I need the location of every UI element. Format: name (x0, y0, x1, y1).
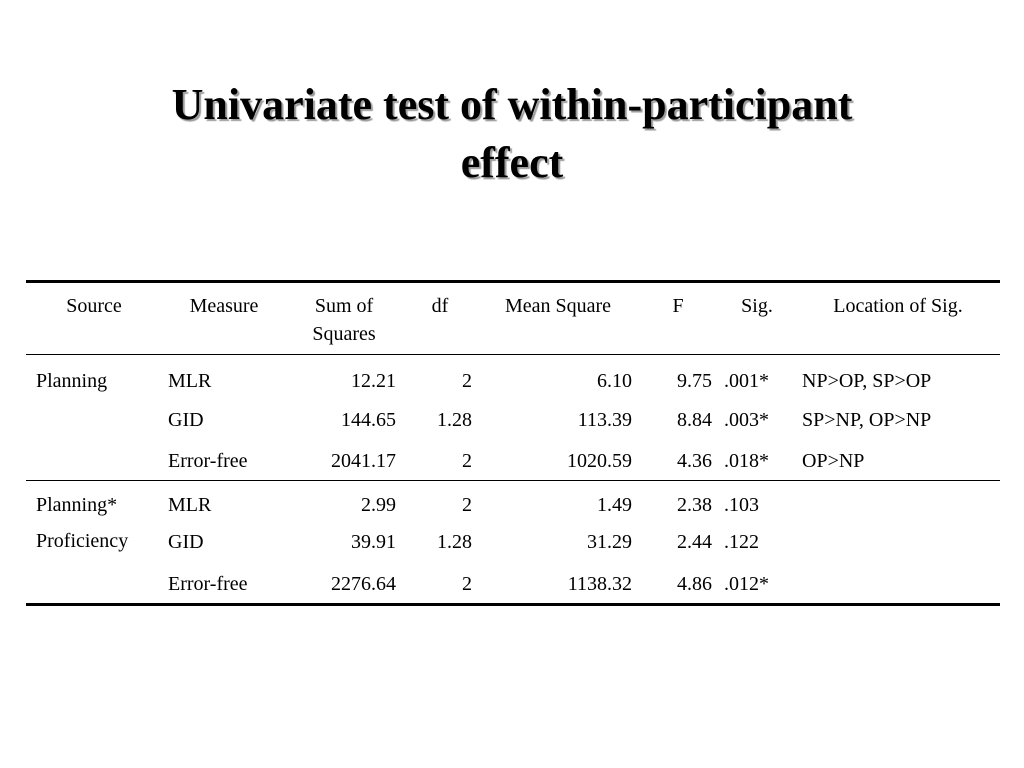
source-line-1: Planning* (36, 494, 118, 516)
f-cell: 2.38 (677, 494, 712, 516)
f-cell: 2.44 (677, 531, 712, 553)
measure-cell: MLR (168, 370, 212, 392)
ss-cell: 39.91 (351, 531, 396, 553)
f-cell: 4.36 (677, 450, 712, 472)
df-cell: 2 (462, 494, 472, 516)
ms-cell: 31.29 (587, 531, 632, 553)
table-row: Error-free 2041.17 2 1020.59 4.36 .018* … (26, 434, 1000, 481)
measure-cell: GID (168, 409, 204, 431)
anova-table: Source Measure Sum of Squares df Mean Sq… (26, 280, 1000, 606)
location-cell: SP>NP, OP>NP (802, 409, 932, 431)
ms-cell: 1138.32 (567, 573, 632, 595)
source-line-2: Proficiency (36, 530, 129, 552)
location-cell: OP>NP (802, 450, 865, 472)
measure-cell: MLR (168, 494, 212, 516)
source-cell: Planning (36, 370, 108, 392)
ms-cell: 6.10 (597, 370, 632, 392)
table-row: GID 39.91 1.28 31.29 2.44 .122 (26, 519, 1000, 556)
location-cell (796, 481, 1000, 520)
measure-cell: Error-free (168, 573, 248, 595)
f-cell: 4.86 (677, 573, 712, 595)
measure-cell: Error-free (168, 450, 248, 472)
header-source: Source (66, 295, 122, 317)
ss-cell: 2.99 (361, 494, 396, 516)
ss-cell: 2041.17 (331, 450, 396, 472)
f-cell: 8.84 (677, 409, 712, 431)
ss-cell: 144.65 (341, 409, 396, 431)
title-line-2: effect (460, 138, 564, 187)
header-df: df (431, 295, 449, 317)
measure-cell: GID (168, 531, 204, 553)
location-cell (796, 519, 1000, 556)
ss-cell: 12.21 (351, 370, 396, 392)
table-row: GID 144.65 1.28 113.39 8.84 .003* SP>NP,… (26, 395, 1000, 434)
title-line-1: Univariate test of within-participant (171, 80, 853, 129)
sig-cell: .103 (724, 494, 759, 516)
sig-cell: .018* (724, 450, 769, 472)
sig-cell: .001* (724, 370, 769, 392)
location-cell: NP>OP, SP>OP (802, 370, 932, 392)
df-cell: 2 (462, 573, 472, 595)
table-row: Planning* Proficiency MLR 2.99 2 1.49 2.… (26, 481, 1000, 552)
header-measure: Measure (189, 295, 259, 317)
df-cell: 1.28 (437, 409, 472, 431)
sig-cell: .012* (724, 573, 769, 595)
header-mean-square: Mean Square (504, 295, 612, 317)
table-row: Error-free 2276.64 2 1138.32 4.86 .012* (26, 556, 1000, 605)
df-cell: 2 (462, 370, 472, 392)
header-f: F (672, 295, 684, 317)
df-cell: 1.28 (437, 531, 472, 553)
location-cell (796, 556, 1000, 605)
page-title: Univariate test of within-participant ef… (0, 76, 1024, 192)
ms-cell: 113.39 (577, 409, 632, 431)
df-cell: 2 (462, 450, 472, 472)
sig-cell: .003* (724, 409, 769, 431)
source-cell: Planning* Proficiency (26, 481, 162, 605)
header-location-of-sig: Location of Sig. (833, 295, 963, 317)
sig-cell: .122 (724, 531, 759, 553)
table-row: Planning MLR 12.21 2 6.10 9.75 .001* NP>… (26, 355, 1000, 396)
table-header-row: Source Measure Sum of Squares df Mean Sq… (26, 281, 1000, 355)
ms-cell: 1.49 (597, 494, 632, 516)
header-sig: Sig. (741, 295, 773, 317)
ms-cell: 1020.59 (567, 450, 632, 472)
header-sum-of-squares: Sum of Squares (312, 295, 376, 345)
ss-cell: 2276.64 (331, 573, 396, 595)
f-cell: 9.75 (677, 370, 712, 392)
